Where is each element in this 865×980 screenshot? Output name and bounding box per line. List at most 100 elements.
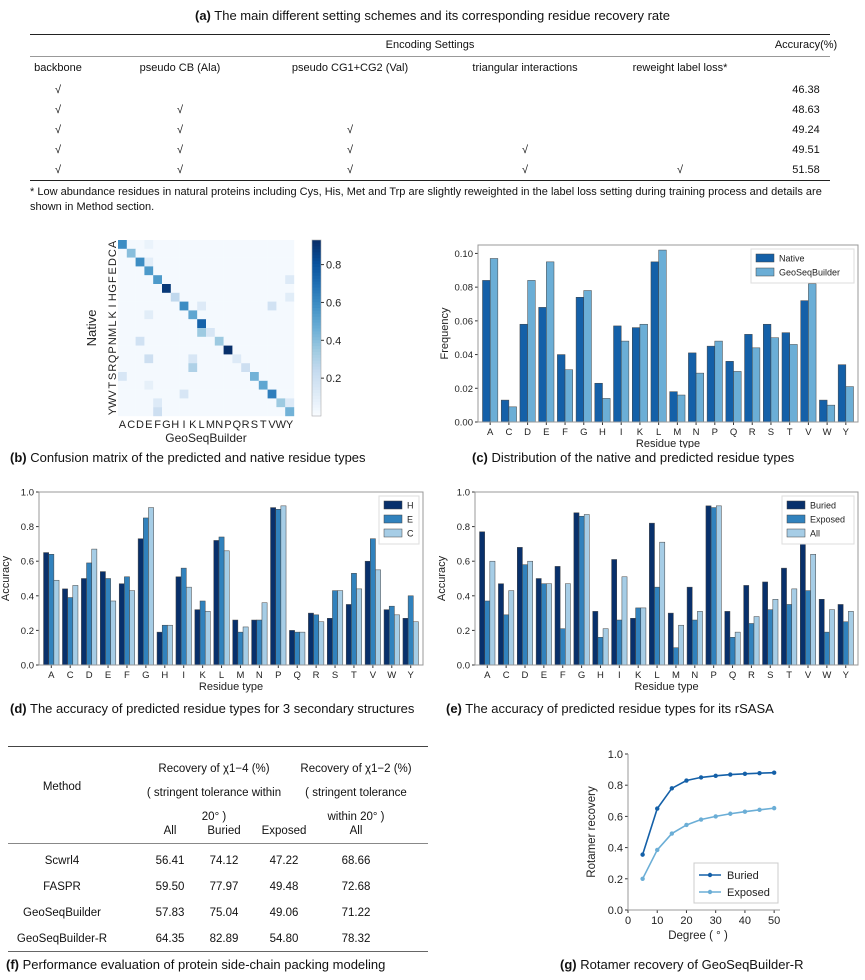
y-tick-label: 0.4 <box>457 591 470 602</box>
x-tick-label: M <box>236 670 244 681</box>
heatmap-cell <box>258 328 268 337</box>
y-tick-label: H <box>107 293 119 301</box>
bar-buried-D <box>517 547 523 666</box>
heatmap-cell <box>250 345 259 355</box>
heatmap-cell <box>135 389 145 399</box>
y-tick-label: P <box>107 346 119 353</box>
heatmap-cell <box>285 345 295 355</box>
x-tick-label: P <box>275 670 281 681</box>
x-tick-label: H <box>597 670 604 681</box>
heatmap-cell <box>267 284 277 293</box>
bar-exposed-R <box>748 623 755 666</box>
chi12-header-line: within 20° ) <box>327 811 385 823</box>
x-tick-label: W <box>823 427 832 438</box>
heatmap-cell <box>153 248 163 258</box>
x-tick-label: 50 <box>768 915 780 927</box>
y-tick-label: G <box>107 284 119 293</box>
x-tick-label: A <box>48 670 55 681</box>
bar-buried-W <box>818 599 825 666</box>
x-tick-label: T <box>787 427 793 438</box>
bar-buried-H <box>592 611 599 666</box>
x-tick-label: Y <box>286 419 294 431</box>
bar-native-I <box>613 325 622 423</box>
heatmap-cell <box>206 292 215 302</box>
chi12-header-line: ( stringent tolerance <box>305 787 407 799</box>
recovery-value: 71.22 <box>341 907 371 919</box>
heatmap-cell <box>144 292 154 302</box>
x-tick-label: Q <box>233 419 242 431</box>
x-tick-label: L <box>199 419 205 431</box>
bar-h-H <box>156 631 163 666</box>
heatmap-cell <box>118 398 127 408</box>
heatmap-cell <box>144 380 154 390</box>
bar-geoseqbuilder-D <box>527 280 536 423</box>
colorbar-segment <box>312 278 321 282</box>
bar-native-M <box>669 391 678 423</box>
legend-swatch <box>755 253 775 263</box>
heatmap-cell <box>170 292 180 302</box>
bar-c-P <box>280 505 287 666</box>
heatmap-cell <box>162 257 171 267</box>
colorbar-segment <box>312 392 321 396</box>
heatmap-cell <box>144 407 154 417</box>
accuracy-value: 46.38 <box>792 84 820 96</box>
heatmap-cell <box>179 389 189 399</box>
recovery-value: 57.83 <box>155 907 185 919</box>
point-buried <box>640 852 645 857</box>
colorbar-segment <box>312 377 321 382</box>
chi14-header: Recovery of χ1−4 (%) ( stringent toleran… <box>147 757 281 829</box>
chi14-header-line: 20° ) <box>201 811 227 823</box>
heatmap-cell <box>276 336 286 346</box>
table-f-bottom-rule <box>8 951 428 952</box>
heatmap-cell <box>144 284 154 293</box>
heatmap-cell <box>188 398 198 408</box>
heatmap-cell <box>162 292 171 302</box>
heatmap-cell <box>153 389 163 399</box>
legend-label: C <box>407 529 414 539</box>
table-bottom-rule <box>30 180 830 181</box>
bar-native-C <box>500 399 510 423</box>
heatmap-cell <box>188 389 198 399</box>
heatmap-cell <box>267 336 277 346</box>
colorbar-segment <box>312 313 321 317</box>
heatmap-cell <box>258 363 268 373</box>
bar-h-S <box>327 618 333 666</box>
recovery-value: 49.06 <box>269 907 299 919</box>
axes-frame <box>474 491 859 666</box>
colorbar-segment <box>312 298 321 303</box>
heatmap-cell <box>232 363 242 373</box>
x-tick-label: G <box>580 427 587 438</box>
colorbar-segment <box>312 410 321 414</box>
bar-buried-M <box>667 612 674 666</box>
bar-geoseqbuilder-H <box>602 398 611 423</box>
heatmap-cell <box>214 363 224 373</box>
recovery-value: 64.35 <box>155 933 185 945</box>
heatmap-cell <box>258 398 268 408</box>
heatmap-cell <box>162 407 171 417</box>
x-tick-label: I <box>182 670 185 681</box>
heatmap-cell <box>223 336 233 346</box>
bar-all-H <box>602 628 609 666</box>
heatmap-cell <box>285 354 295 364</box>
heatmap-cell <box>214 248 224 258</box>
heatmap-cell <box>214 240 224 249</box>
legend-box <box>693 862 779 904</box>
y-tick-label: M <box>107 328 119 337</box>
point-buried <box>713 773 718 779</box>
heatmap-cell <box>285 389 295 399</box>
panel-f-caption: (f) Performance evaluation of protein si… <box>6 957 385 972</box>
legend-swatch <box>786 514 806 524</box>
heatmap-cell <box>153 345 163 355</box>
heatmap-cell <box>250 407 259 417</box>
point-buried <box>771 770 777 775</box>
line-buried <box>641 771 775 855</box>
heatmap-cell <box>285 407 295 417</box>
heatmap-cell <box>214 284 224 293</box>
colorbar-segment <box>312 351 321 355</box>
heatmap-cell <box>250 372 259 381</box>
heatmap-cell <box>276 363 286 373</box>
bar-e-R <box>313 614 319 666</box>
heatmap-cell <box>267 389 277 399</box>
heatmap-cell <box>118 328 127 337</box>
table-top-rule <box>30 34 830 35</box>
